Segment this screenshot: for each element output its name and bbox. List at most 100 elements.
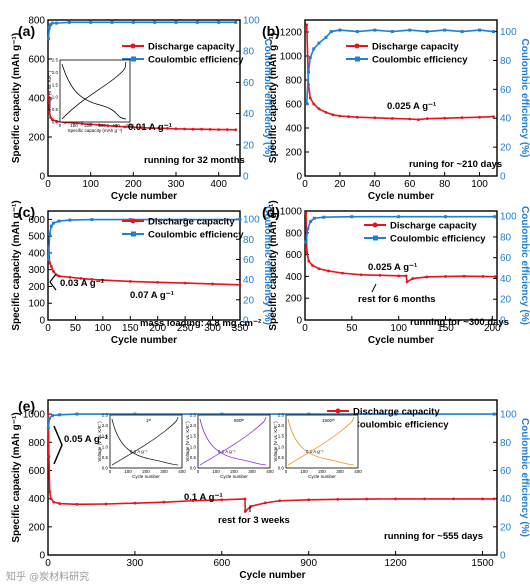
x-tick-label: 20 xyxy=(334,179,346,190)
inset-x-tick-label: 0 xyxy=(285,469,288,474)
x-axis-label: Cycle number xyxy=(111,191,177,202)
inset-x-tick-label: 300 xyxy=(98,123,106,128)
legend-label: Discharge capacity xyxy=(372,42,459,53)
discharge-point xyxy=(378,273,382,277)
coulombic-point xyxy=(390,30,394,34)
annotation: mass loading: 4.8 mg cm⁻² xyxy=(140,318,261,329)
panel-2: 0 50 100 150 200 250 300 3500100200300400500600… xyxy=(11,200,273,346)
coulombic-point xyxy=(338,28,342,32)
discharge-capacity-line xyxy=(47,94,236,131)
inset-x-tick-label: 300 xyxy=(160,469,168,474)
inset-y-tick-label: 2.5 xyxy=(52,58,59,63)
discharge-point xyxy=(47,92,50,96)
legend-label: Coulombic efficiency xyxy=(372,55,468,66)
inset-y-tick-label: 1.5 xyxy=(102,434,109,439)
legend-marker xyxy=(130,43,136,49)
discharge-point xyxy=(183,127,186,131)
discharge-point xyxy=(133,501,137,505)
inset-y-tick-label: 2.0 xyxy=(278,423,285,428)
y-tick-label: 800 xyxy=(28,438,45,449)
discharge-point xyxy=(347,115,351,118)
discharge-point xyxy=(149,126,152,130)
panel-label: (e) xyxy=(18,398,35,414)
inset-y-tick-label: 1.5 xyxy=(190,434,197,439)
legend-marker xyxy=(354,43,360,49)
discharge-point xyxy=(47,110,51,114)
discharge-point xyxy=(492,497,496,501)
inset-y-tick-label: 0.5 xyxy=(52,107,59,112)
inset-cycle-label: 1500ᵗʰ xyxy=(322,418,335,423)
legend-label: Coulombic efficiency xyxy=(148,55,244,66)
x-tick-label: 350 xyxy=(232,323,249,334)
legend-marker xyxy=(131,231,136,237)
inset-x-tick-label: 400 xyxy=(112,123,120,128)
inset-y-tick-label: 2.5 xyxy=(102,413,109,418)
y-tick-label: 0 xyxy=(296,172,302,183)
discharge-point xyxy=(478,115,481,119)
inset-discharge-curve xyxy=(287,418,355,466)
coulombic-point xyxy=(312,47,316,51)
y2-tick-label: 80 xyxy=(243,47,255,58)
coulombic-point xyxy=(174,20,178,24)
inset-x-tick-label: 400 xyxy=(354,469,362,474)
x-tick-label: 150 xyxy=(122,323,139,334)
y-tick-label: 400 xyxy=(285,272,302,283)
annotation: running for 32 months xyxy=(144,155,245,166)
legend-marker xyxy=(373,235,378,241)
discharge-point xyxy=(52,500,56,504)
x-tick-label: 200 xyxy=(149,323,166,334)
discharge-point xyxy=(324,111,328,114)
legend-marker xyxy=(130,218,136,224)
y-tick-label: 600 xyxy=(285,100,302,111)
y2-tick-label: 80 xyxy=(500,232,512,243)
coulombic-point xyxy=(329,30,333,34)
inset-y-tick-label: 0.0 xyxy=(102,466,109,471)
inset-current-label: 0.1 A g⁻¹ xyxy=(218,449,236,454)
coulombic-point xyxy=(153,20,157,24)
inset-x-label: Cycle number xyxy=(132,474,160,479)
inset-cycle-label: 800ᵗʰ xyxy=(234,418,244,423)
inset-x-tick-label: 300 xyxy=(336,469,344,474)
discharge-point xyxy=(48,490,52,493)
y2-tick-label: 20 xyxy=(500,143,512,154)
coulombic-point xyxy=(317,41,321,45)
coulombic-point xyxy=(373,28,377,32)
discharge-point xyxy=(307,498,311,502)
inset-x-tick-label: 0 xyxy=(197,469,200,474)
annotation: 0.025 A g⁻¹ xyxy=(368,262,417,273)
legend-label: Coulombic efficiency xyxy=(148,230,244,241)
discharge-point xyxy=(493,275,497,279)
legend-label: Discharge capacity xyxy=(148,217,235,228)
coulombic-efficiency-line xyxy=(47,218,240,260)
annotation: runing for ~210 days xyxy=(409,159,502,170)
y2-tick-label: 0 xyxy=(500,172,506,183)
inset-current-label: 0.1 A g⁻¹ xyxy=(306,449,324,454)
coulombic-point xyxy=(51,221,55,225)
y2-tick-label: 0 xyxy=(243,316,249,327)
y-tick-label: 1200 xyxy=(280,28,303,39)
discharge-point xyxy=(200,127,204,131)
coulombic-point xyxy=(304,240,308,244)
x-tick-label: 400 xyxy=(210,179,227,190)
x-axis-label: Cycle number xyxy=(368,335,434,346)
coulombic-point xyxy=(394,412,398,416)
coulombic-point xyxy=(425,30,429,34)
coulombic-point xyxy=(306,70,310,74)
y-tick-label: 1000 xyxy=(23,410,46,421)
inset-y-label: Voltage (V vs. K/K⁺) xyxy=(47,70,52,111)
coulombic-point xyxy=(68,218,72,222)
y2-tick-label: 40 xyxy=(500,114,512,125)
plot-frame xyxy=(304,19,498,177)
x-tick-label: 60 xyxy=(404,179,416,190)
inset-y-tick-label: 1.0 xyxy=(278,444,285,449)
coulombic-point xyxy=(55,21,59,25)
inset-current-label: 0.1 A g⁻¹ xyxy=(130,449,148,454)
inset-x-tick-label: 400 xyxy=(178,469,186,474)
inset-x-tick-label: 400 xyxy=(266,469,274,474)
discharge-point xyxy=(443,116,447,120)
x-tick-label: 0 xyxy=(45,323,51,334)
discharge-point xyxy=(114,124,118,128)
y2-tick-label: 40 xyxy=(243,275,255,286)
coulombic-point xyxy=(47,416,51,420)
